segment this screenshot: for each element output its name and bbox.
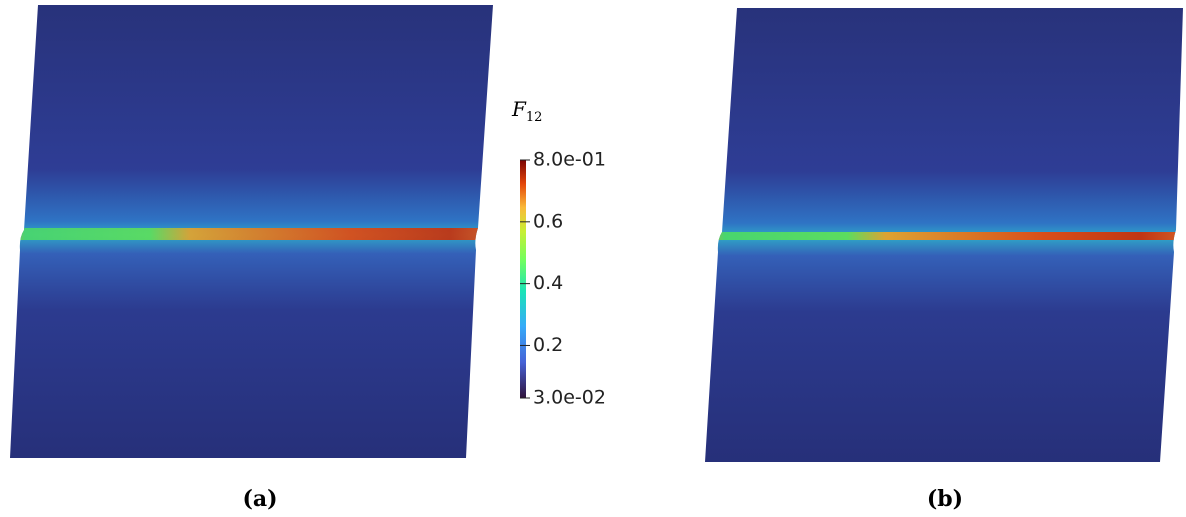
tick-label: 0.2 bbox=[533, 334, 563, 356]
tick-label: 0.6 bbox=[533, 210, 563, 232]
tick-label: 0.4 bbox=[533, 272, 563, 294]
panel-label: (b) bbox=[927, 486, 963, 512]
tick-label: 3.0e-02 bbox=[533, 387, 606, 409]
field-plot-b bbox=[705, 8, 1183, 462]
panel-label: (a) bbox=[242, 486, 277, 512]
field-plot-a bbox=[10, 5, 493, 458]
colorbar bbox=[520, 160, 526, 398]
colorbar-title: F12 bbox=[511, 97, 542, 125]
tick-label: 8.0e-01 bbox=[533, 149, 606, 171]
